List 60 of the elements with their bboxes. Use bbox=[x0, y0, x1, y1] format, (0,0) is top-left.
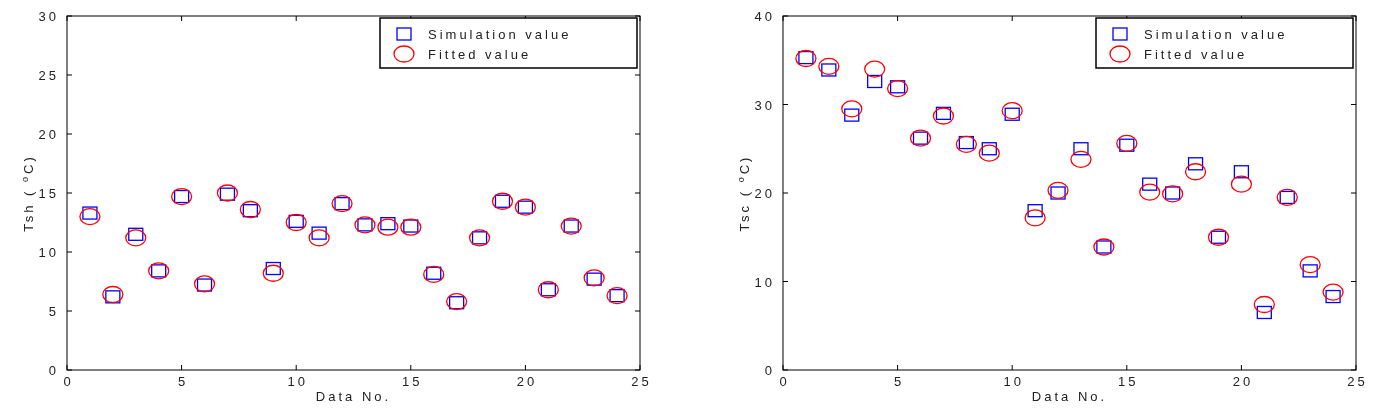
point bbox=[1299, 256, 1321, 274]
point bbox=[864, 60, 886, 78]
y-tick-label: 40 bbox=[754, 9, 775, 24]
y-tick-label: 20 bbox=[38, 127, 59, 142]
point bbox=[1070, 150, 1092, 169]
point bbox=[423, 265, 445, 284]
point bbox=[125, 229, 147, 247]
point bbox=[308, 229, 330, 247]
point bbox=[1047, 181, 1069, 199]
point bbox=[867, 74, 883, 89]
point bbox=[818, 57, 840, 76]
point bbox=[1233, 165, 1250, 179]
x-tick-label: 10 bbox=[287, 374, 308, 389]
point bbox=[1073, 142, 1089, 156]
point bbox=[1024, 209, 1046, 227]
legend-label: Simulation value bbox=[428, 27, 572, 42]
point bbox=[1322, 283, 1344, 301]
x-tick-label: 10 bbox=[1003, 374, 1024, 389]
x-tick-label: 0 bbox=[779, 374, 790, 389]
y-tick-label: 0 bbox=[48, 363, 59, 378]
point bbox=[1184, 163, 1207, 181]
point bbox=[932, 107, 955, 125]
x-tick-label: 5 bbox=[893, 374, 905, 389]
point bbox=[978, 144, 1000, 162]
x-tick-label: 5 bbox=[177, 374, 189, 389]
point bbox=[239, 200, 262, 219]
point bbox=[1139, 183, 1161, 201]
point bbox=[377, 218, 399, 236]
point bbox=[79, 207, 101, 226]
point bbox=[1001, 102, 1023, 120]
y-tick-label: 15 bbox=[38, 186, 59, 201]
y-tick-label: 25 bbox=[38, 68, 59, 83]
x-tick-label: 20 bbox=[1232, 374, 1254, 389]
point bbox=[1253, 295, 1275, 314]
x-tick-label: 20 bbox=[516, 374, 538, 389]
y-tick-label: 0 bbox=[764, 363, 775, 378]
x-tick-label: 15 bbox=[402, 374, 423, 389]
point bbox=[102, 285, 124, 304]
x-tick-label: 15 bbox=[1118, 374, 1139, 389]
x-tick-label: 0 bbox=[63, 374, 74, 389]
point bbox=[262, 264, 284, 282]
x-axis-title: Data No. bbox=[1031, 389, 1108, 404]
y-tick-label: 5 bbox=[48, 304, 59, 319]
y-tick-label: 30 bbox=[38, 9, 59, 24]
point bbox=[841, 100, 863, 118]
y-tick-label: 10 bbox=[754, 274, 775, 290]
point bbox=[1116, 134, 1138, 153]
legend-label: Fitted value bbox=[1144, 47, 1248, 62]
legend-label: Simulation value bbox=[1144, 27, 1288, 42]
point bbox=[445, 292, 468, 311]
legend-label: Fitted value bbox=[428, 47, 532, 62]
x-tick-label: 25 bbox=[631, 374, 652, 389]
point bbox=[1230, 175, 1253, 193]
x-tick-label: 25 bbox=[1347, 374, 1368, 389]
y-tick-label: 10 bbox=[38, 245, 59, 260]
point bbox=[285, 213, 307, 232]
y-tick-label: 30 bbox=[754, 97, 775, 113]
y-tick-label: 20 bbox=[754, 186, 775, 201]
x-axis-title: Data No. bbox=[315, 389, 392, 404]
point bbox=[886, 79, 909, 98]
